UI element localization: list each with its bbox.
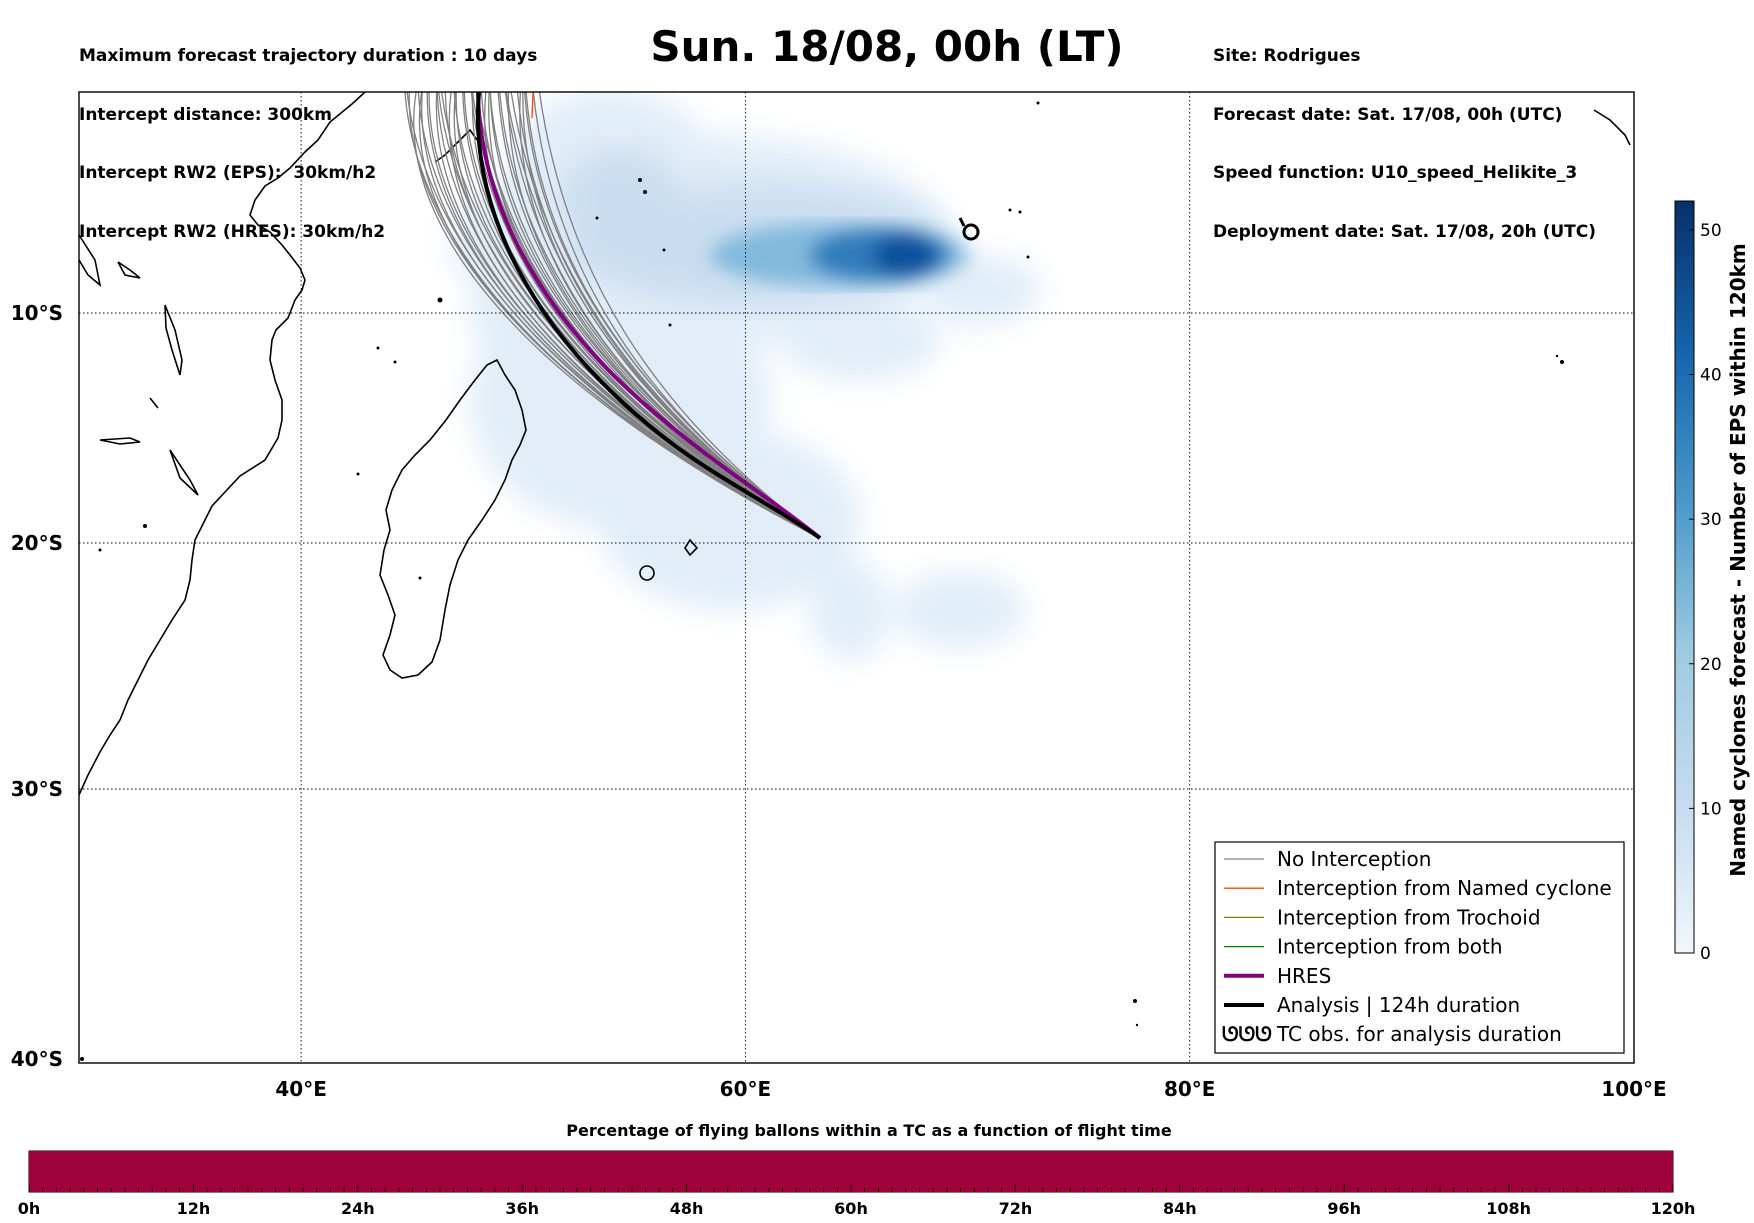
colorbar-tick-label: 20 (1700, 655, 1722, 675)
eps-trajectory (523, 92, 821, 539)
header-line-distance: Intercept distance: 300km (79, 104, 332, 125)
legend-both-label: Interception from both (1277, 935, 1503, 959)
madagascar-coast (379, 358, 527, 679)
header-right: Site: Rodrigues Forecast date: Sat. 17/0… (1213, 8, 1596, 262)
flight-time-tick-label: 84h (1163, 1199, 1197, 1218)
map-area (79, 92, 1634, 1063)
colorbar-tick-label: 0 (1700, 944, 1711, 964)
lake-coast (164, 304, 183, 376)
lat-tick-label: 30°S (11, 777, 63, 801)
africa-coast (79, 92, 366, 796)
legend-named-cyclone-label: Interception from Named cyclone (1277, 876, 1612, 900)
flight-time-tick-label: 96h (1327, 1199, 1361, 1218)
colorbar-tick-label: 50 (1700, 221, 1722, 241)
header-line-rw2-hres: Intercept RW2 (HRES): 30km/h2 (79, 221, 386, 242)
tc-obs-icon: ᘎᘎᘎ (1222, 1022, 1272, 1046)
flight-time-bar: Percentage of flying ballons within a TC… (18, 1121, 1696, 1218)
tc-observation-symbol (958, 217, 980, 241)
lat-tick-label: 40°S (11, 1047, 63, 1071)
coastlines (79, 92, 1631, 796)
legend-box (1214, 841, 1625, 1054)
legend: No Interception Interception from Named c… (1214, 841, 1625, 1054)
header-line-rw2-eps: Intercept RW2 (EPS): 30km/h2 (79, 163, 377, 183)
flight-time-bar-title: Percentage of flying ballons within a TC… (566, 1121, 1172, 1140)
graticule (79, 92, 1634, 1063)
lon-tick-label: 40°E (275, 1077, 327, 1101)
lon-tick-label: 100°E (1601, 1077, 1666, 1101)
flight-time-tick-label: 72h (999, 1199, 1033, 1218)
cyclone-density-field (450, 92, 1040, 660)
eps-trajectory (489, 92, 821, 539)
flight-time-tick-label: 24h (341, 1199, 375, 1218)
header-line-site: Site: Rodrigues (1213, 46, 1361, 66)
legend-trochoid-label: Interception from Trochoid (1277, 905, 1541, 929)
legend-tc-obs-label: TC obs. for analysis duration (1276, 1022, 1562, 1046)
analysis-trajectory (475, 92, 822, 540)
page-title: Sun. 18/08, 00h (LT) (650, 22, 1124, 71)
eps-trajectory (421, 92, 821, 539)
eps-trajectory (538, 92, 821, 539)
flight-time-tick-label: 120h (1651, 1199, 1696, 1218)
colorbar-label: Named cyclones forecast - Number of EPS … (1726, 243, 1750, 877)
header-line-forecast-date: Forecast date: Sat. 17/08, 00h (UTC) (1213, 104, 1563, 125)
flight-time-tick-label: 60h (834, 1199, 868, 1218)
colorbar-tick-label: 10 (1700, 799, 1722, 819)
hres-trajectory (476, 92, 822, 540)
small-islands (80, 101, 1564, 1061)
flight-time-tick-label: 0h (18, 1199, 41, 1218)
colorbar-tick-label: 40 (1700, 366, 1722, 386)
legend-hres-label: HRES (1277, 964, 1331, 988)
map-frame (78, 91, 1635, 1064)
colorbar-tick-label: 30 (1700, 510, 1722, 530)
header-left: Maximum forecast trajectory duration : 1… (79, 8, 537, 262)
axis-labels: 40°E 60°E 80°E 100°E 10°S 20°S 30°S 40°S (11, 301, 1667, 1101)
legend-no-interception-label: No Interception (1277, 847, 1431, 871)
header-line-speed-function: Speed function: U10_speed_Helikite_3 (1213, 163, 1578, 183)
lat-tick-label: 10°S (11, 301, 63, 325)
header-line-deployment-date: Deployment date: Sat. 17/08, 20h (UTC) (1213, 221, 1597, 242)
named-cyclone-trajectory (531, 92, 534, 119)
legend-analysis-label: Analysis | 124h duration (1277, 993, 1520, 1017)
flight-time-tick-label: 12h (177, 1199, 211, 1218)
header-line-duration: Maximum forecast trajectory duration : 1… (79, 46, 538, 66)
flight-time-tick-label: 36h (505, 1199, 539, 1218)
eps-trajectory (463, 92, 821, 539)
colorbar-gradient (1674, 200, 1695, 954)
flight-time-tick-label: 108h (1486, 1199, 1531, 1218)
flight-time-tick-label: 48h (670, 1199, 704, 1218)
lon-tick-label: 60°E (720, 1077, 772, 1101)
lon-tick-label: 80°E (1164, 1077, 1216, 1101)
lat-tick-label: 20°S (11, 531, 63, 555)
trajectory-layer (404, 92, 822, 540)
colorbar: 0 10 20 30 40 50 Named cyclones forecast - Nu… (1674, 200, 1750, 964)
